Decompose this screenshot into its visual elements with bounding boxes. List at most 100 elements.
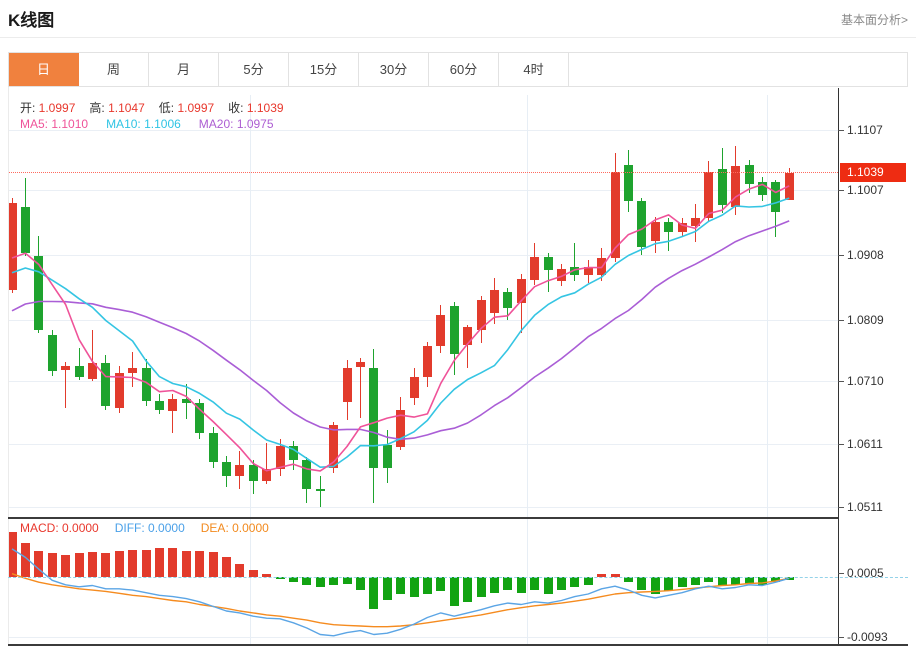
axis-tick — [838, 507, 844, 508]
candle — [87, 362, 97, 379]
gridline-horizontal — [8, 507, 838, 508]
macd-bar — [235, 563, 245, 577]
macd-readout: MACD: 0.0000 DIFF: 0.0000 DEA: 0.0000 — [20, 521, 285, 535]
candle — [221, 462, 231, 476]
macd-bar — [664, 577, 674, 592]
macd-bar — [181, 550, 191, 577]
ma-readout: MA5: 1.1010 MA10: 1.1006 MA20: 1.0975 — [20, 117, 292, 131]
period-tab-7[interactable]: 60分 — [429, 53, 499, 86]
period-tab-6[interactable]: 30分 — [359, 53, 429, 86]
axis-tick-label: 1.1007 — [847, 183, 884, 197]
tabbar-filler — [569, 53, 907, 86]
candle — [744, 164, 754, 184]
readout-value: 1.1010 — [48, 117, 89, 131]
macd-bar — [731, 577, 741, 585]
candle — [677, 222, 687, 233]
axis-tick-label: -0.0093 — [847, 630, 888, 644]
macd-bar — [449, 577, 459, 607]
axis-tick — [838, 190, 844, 191]
macd-bar — [422, 577, 432, 594]
candle — [690, 217, 700, 227]
candle — [208, 432, 218, 463]
candle — [329, 424, 339, 468]
gridline-vertical — [527, 95, 528, 644]
readout-value: 0.0000 — [58, 521, 99, 535]
last-price-badge: 1.1039 — [840, 163, 906, 182]
macd-zero-line — [8, 577, 908, 578]
period-tab-8[interactable]: 4时 — [499, 53, 569, 86]
candle — [141, 368, 151, 402]
axis-tick-label: 1.0908 — [847, 248, 884, 262]
readout-value: 1.1047 — [104, 101, 145, 115]
period-tab-2[interactable]: 周 — [79, 53, 149, 86]
candle — [248, 465, 258, 482]
period-tab-3[interactable]: 月 — [149, 53, 219, 86]
candle — [476, 300, 486, 330]
axis-tick — [838, 573, 844, 574]
candle — [369, 367, 379, 468]
axis-tick-label: 1.1107 — [847, 123, 883, 137]
candle — [583, 267, 593, 275]
candle — [409, 377, 419, 399]
candle — [47, 334, 57, 371]
candle — [181, 399, 191, 403]
panel-left-border — [8, 87, 9, 645]
macd-bar — [476, 577, 486, 597]
macd-bar — [168, 547, 178, 577]
readout-pair: MA5: 1.1010 — [20, 117, 88, 131]
macd-bar — [436, 577, 446, 592]
readout-label: 收: — [228, 101, 244, 115]
fundamental-analysis-link[interactable]: 基本面分析> — [840, 13, 908, 27]
period-tab-5[interactable]: 15分 — [289, 53, 359, 86]
candle — [114, 372, 124, 408]
readout-pair: MACD: 0.0000 — [20, 521, 99, 535]
period-tab-4[interactable]: 5分 — [219, 53, 289, 86]
axis-tick — [838, 381, 844, 382]
readout-value: 0.0000 — [144, 521, 185, 535]
macd-bar — [154, 547, 164, 577]
candle — [275, 445, 285, 470]
macd-bar — [114, 550, 124, 577]
macd-bar — [47, 553, 57, 577]
macd-bar — [101, 553, 111, 577]
readout-pair: MA20: 1.0975 — [199, 117, 274, 131]
candle — [784, 173, 794, 200]
candle — [168, 399, 178, 412]
macd-bar — [530, 577, 540, 591]
axis-tick-label: 1.0809 — [847, 313, 884, 327]
macd-bar — [516, 577, 526, 593]
axis-tick — [838, 255, 844, 256]
macd-bar — [34, 550, 44, 577]
candle — [543, 257, 553, 270]
readout-value: 1.0997 — [35, 101, 76, 115]
gridline-horizontal — [8, 190, 838, 191]
candle — [610, 172, 620, 258]
readout-label: MA5: — [20, 117, 49, 131]
candle — [597, 257, 607, 275]
gridline-horizontal — [8, 130, 838, 131]
gridline-vertical — [767, 95, 768, 644]
macd-bar — [315, 577, 325, 588]
gridline-horizontal — [8, 637, 838, 638]
macd-bar — [637, 577, 647, 591]
macd-bar — [141, 549, 151, 577]
axis-tick-label: 0.0005 — [847, 566, 884, 580]
readout-pair: 高: 1.1047 — [89, 99, 144, 116]
candle — [436, 314, 446, 347]
candle-wick — [574, 242, 576, 282]
candle — [422, 346, 432, 378]
gridline-horizontal — [8, 444, 838, 445]
candle — [262, 469, 272, 482]
ohlc-readout: 开: 1.0997 高: 1.1047 低: 1.0997 收: 1.1039 — [20, 99, 298, 116]
macd-bar — [221, 557, 231, 577]
macd-bar — [717, 577, 727, 587]
candle — [717, 169, 727, 206]
candle — [757, 181, 767, 195]
period-tab-1[interactable]: 日 — [9, 53, 79, 86]
candle — [195, 402, 205, 433]
macd-bar — [677, 577, 687, 588]
bottom-border — [8, 644, 908, 646]
axis-tick — [838, 637, 844, 638]
candle — [704, 172, 714, 218]
